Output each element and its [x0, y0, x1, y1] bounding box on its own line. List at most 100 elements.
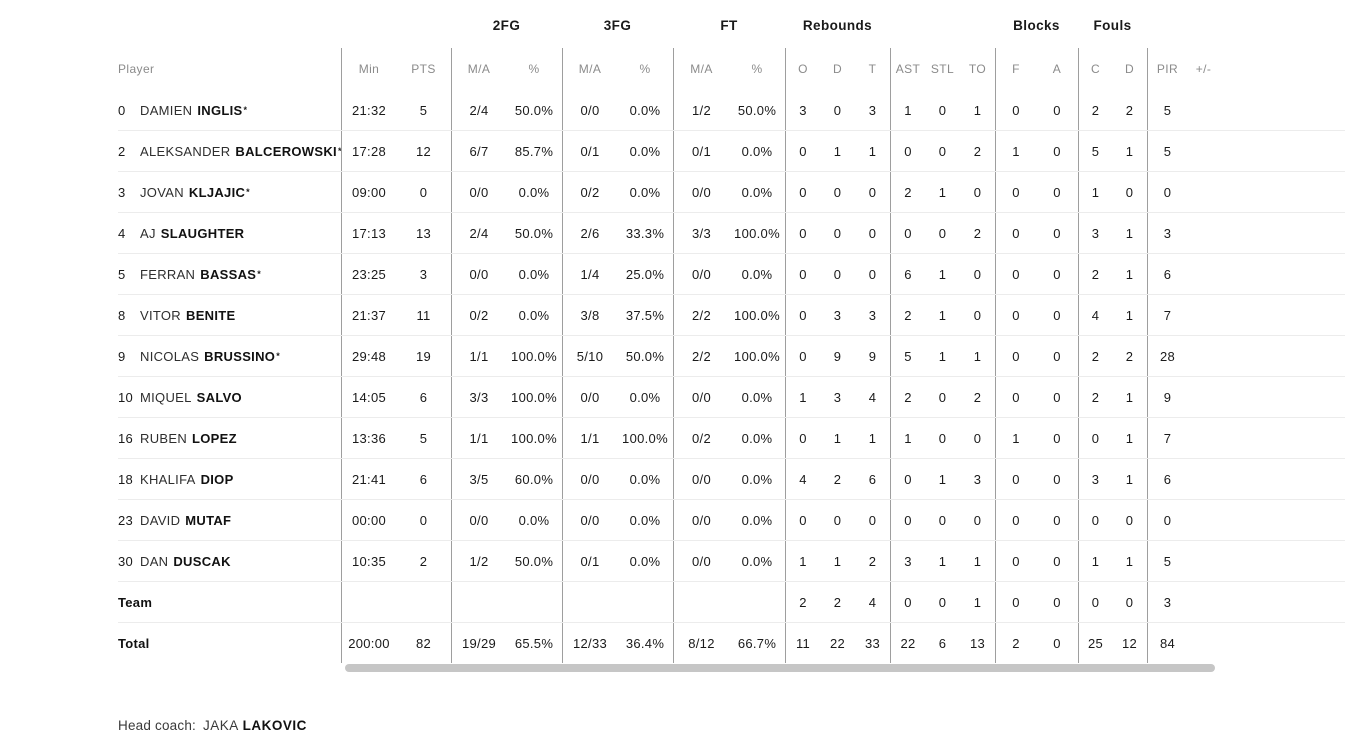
stat-min: 17:13: [341, 213, 396, 253]
stat-stl: 0: [938, 225, 947, 241]
stat-ft-pct: 0.0%: [741, 143, 773, 159]
stat-reb-o: 11: [785, 623, 820, 663]
stat-reb-t: 9: [868, 348, 877, 364]
stat-foul-d: 0: [1125, 512, 1134, 528]
stat-2fg-ma: 0/0: [451, 254, 506, 294]
stat-ft-ma: 0/0: [673, 172, 729, 212]
stat-min: 17:28: [341, 131, 396, 171]
col-header-pts: PTS: [411, 62, 436, 76]
player-number: 16: [118, 430, 134, 446]
stat-2fg-pct: 100.0%: [511, 389, 557, 405]
player-first-name: DAN: [140, 553, 169, 569]
stat-reb-o: 0: [785, 418, 820, 458]
stat-3fg-pct: 50.0%: [625, 348, 665, 364]
stat-plus-minus: [1187, 90, 1220, 130]
stat-ft-pct: 100.0%: [734, 348, 780, 364]
stat-stl: 0: [938, 143, 947, 159]
player-cell: Total: [118, 623, 341, 663]
scrollbar-thumb[interactable]: [345, 664, 1215, 672]
stat-3fg-pct: 100.0%: [622, 430, 668, 446]
stat-2fg-pct: 60.0%: [514, 471, 554, 487]
stat-reb-t: 1: [868, 430, 877, 446]
table-row: 16 RUBEN LOPEZ 13:36 5 1/1 100.0% 1/1 100.0% 0/2 0…: [118, 418, 1345, 459]
stat-pts: 82: [415, 635, 432, 651]
stat-to: 2: [973, 389, 982, 405]
stat-3fg-pct: 0.0%: [629, 102, 661, 118]
stat-plus-minus: [1187, 500, 1220, 540]
stat-plus-minus: [1187, 172, 1220, 212]
player-number: 30: [118, 553, 134, 569]
stat-blk-a: 0: [1053, 143, 1061, 159]
stat-pts: 13: [415, 225, 432, 241]
stat-2fg-pct: 50.0%: [514, 553, 554, 569]
player-cell: 18 KHALIFA DIOP: [118, 459, 341, 499]
stat-ft-ma: 0/0: [673, 541, 729, 581]
stat-3fg-ma: 0/0: [562, 90, 617, 130]
stat-reb-d: 22: [829, 635, 846, 651]
player-last-name: BALCEROWSKI: [235, 143, 337, 159]
player-first-name: NICOLAS: [140, 348, 200, 364]
stat-2fg-ma: 1/2: [451, 541, 506, 581]
stat-pts: 12: [415, 143, 432, 159]
col-header-blk-a: A: [1052, 62, 1062, 76]
stat-foul-d: 1: [1125, 225, 1134, 241]
stat-reb-t: 2: [868, 553, 877, 569]
player-last-name: BASSAS: [200, 266, 257, 282]
col-header-player: Player: [118, 62, 155, 76]
head-coach-label: Head coach:: [118, 718, 196, 733]
stat-pts: 11: [416, 307, 431, 323]
group-header-rebounds: Rebounds: [802, 17, 873, 33]
stat-ft-ma: 0/0: [673, 500, 729, 540]
stat-blk-f: 0: [995, 213, 1036, 253]
stat-stl: 1: [938, 471, 947, 487]
stat-blk-a: 0: [1053, 594, 1061, 610]
stat-to: 3: [973, 471, 982, 487]
stat-foul-c: 5: [1078, 131, 1112, 171]
stat-pir: 28: [1147, 336, 1187, 376]
player-first-name: MIQUEL: [140, 389, 192, 405]
stat-stl: 6: [938, 635, 947, 651]
stat-min: 21:37: [341, 295, 396, 335]
stat-3fg-ma: 12/33: [562, 623, 617, 663]
col-header-ft-ma: M/A: [673, 48, 729, 90]
player-first-name: VITOR: [140, 307, 181, 323]
stat-pir: 6: [1147, 254, 1187, 294]
stat-3fg-ma: 0/0: [562, 377, 617, 417]
stat-blk-a: 0: [1053, 184, 1061, 200]
stat-blk-a: 0: [1053, 389, 1061, 405]
stat-reb-d: 9: [833, 348, 842, 364]
player-cell: 4 AJ SLAUGHTER: [118, 213, 341, 253]
stat-foul-d: 0: [1125, 184, 1134, 200]
stat-ft-ma: 8/12: [673, 623, 729, 663]
stat-foul-d: 1: [1125, 430, 1134, 446]
table-row: 8 VITOR BENITE 21:37 11 0/2 0.0% 3/8 37.5% 2/2 100…: [118, 295, 1345, 336]
stat-ast: 2: [890, 295, 925, 335]
stat-3fg-pct: 0.0%: [629, 471, 661, 487]
stat-2fg-ma: 0/2: [451, 295, 506, 335]
stat-reb-d: 3: [833, 389, 842, 405]
coach-last-name: LAKOVIC: [242, 718, 307, 733]
player-cell: 16 RUBEN LOPEZ: [118, 418, 341, 458]
stat-foul-c: 2: [1078, 90, 1112, 130]
stat-foul-c: 3: [1078, 213, 1112, 253]
stat-pir: 9: [1147, 377, 1187, 417]
stat-ft-pct: 0.0%: [741, 184, 773, 200]
stat-reb-o: 3: [785, 90, 820, 130]
stat-pts: 19: [415, 348, 432, 364]
stat-foul-c: 0: [1078, 582, 1112, 622]
row-label: Total: [118, 635, 150, 651]
stat-3fg-ma: 1/4: [562, 254, 617, 294]
player-cell: 23 DAVID MUTAF: [118, 500, 341, 540]
stat-stl: 0: [938, 512, 947, 528]
stat-min: 21:32: [341, 90, 396, 130]
stat-ft-ma: 2/2: [673, 295, 729, 335]
player-first-name: RUBEN: [140, 430, 188, 446]
player-last-name: SALVO: [196, 389, 242, 405]
stat-plus-minus: [1187, 131, 1220, 171]
stat-3fg-ma: [562, 582, 617, 622]
table-row: 30 DAN DUSCAK 10:35 2 1/2 50.0% 0/1 0.0% 0/0 0.0% 1…: [118, 541, 1345, 582]
stat-2fg-pct: 100.0%: [511, 348, 557, 364]
col-header-pir: PIR: [1147, 48, 1187, 90]
stat-plus-minus: [1187, 254, 1220, 294]
table-group-header-row: 2FG 3FG FT Rebounds Blocks Fouls: [118, 2, 1345, 48]
